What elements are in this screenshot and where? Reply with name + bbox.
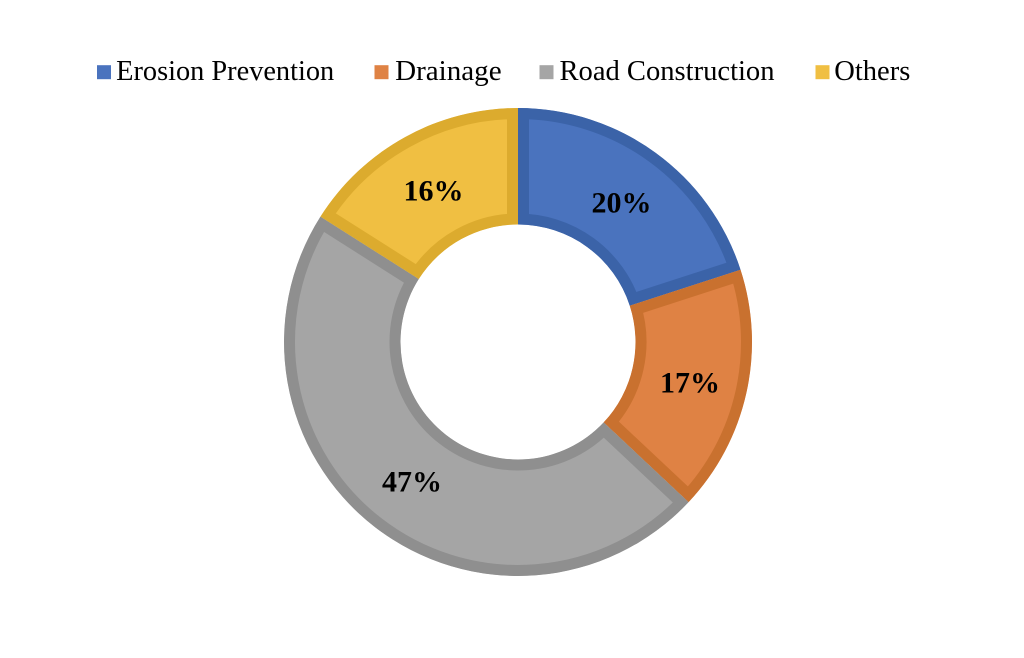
svg-text:20%: 20%: [592, 187, 652, 220]
svg-text:Road Construction: Road Construction: [560, 56, 775, 87]
svg-text:16%: 16%: [404, 175, 464, 208]
svg-text:Drainage: Drainage: [395, 56, 502, 87]
svg-text:47%: 47%: [382, 466, 442, 499]
svg-text:Erosion Prevention: Erosion Prevention: [116, 56, 334, 87]
svg-text:Others: Others: [834, 56, 910, 87]
svg-text:17%: 17%: [660, 367, 720, 400]
